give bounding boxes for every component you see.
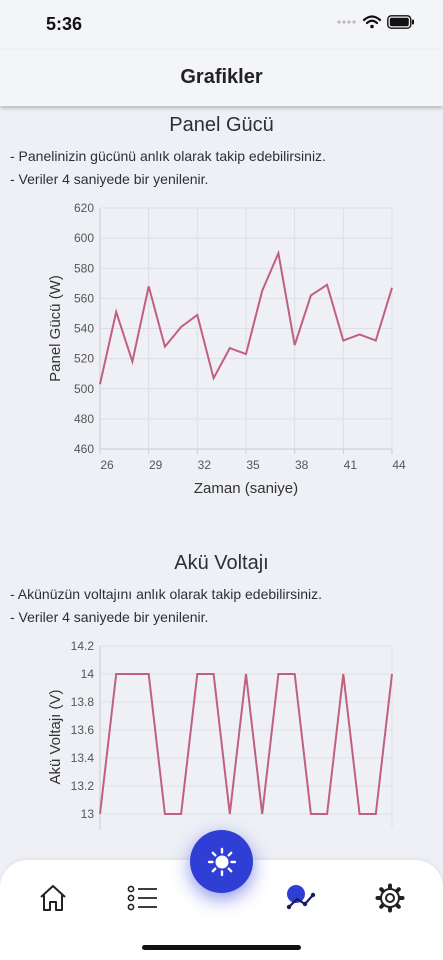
y-tick-label: 460 xyxy=(74,442,94,456)
x-axis-title: Zaman (saniye) xyxy=(194,480,298,497)
charts-content[interactable]: Panel Gücü - Panelinizin gücünü anlık ol… xyxy=(0,106,443,830)
y-tick-label: 520 xyxy=(74,352,94,366)
nav-header: Grafikler xyxy=(0,50,443,106)
panel-power-desc-2: - Veriler 4 saniyede bir yenilenir. xyxy=(10,171,209,187)
y-tick-label: 14.2 xyxy=(71,639,95,653)
battery-voltage-desc-2: - Veriler 4 saniyede bir yenilenir. xyxy=(10,609,209,625)
y-tick-label: 13.4 xyxy=(71,751,95,765)
tab-home[interactable] xyxy=(31,876,75,920)
y-tick-label: 14 xyxy=(81,667,95,681)
y-tick-label: 500 xyxy=(74,382,94,396)
tab-list[interactable] xyxy=(121,876,165,920)
status-icons xyxy=(337,15,415,29)
y-tick-label: 13.8 xyxy=(71,695,95,709)
x-tick-label: 35 xyxy=(246,458,260,472)
chart-icon xyxy=(286,885,316,910)
solar-fab-button[interactable] xyxy=(190,830,253,893)
series-line xyxy=(99,673,393,815)
panel-power-title: Panel Gücü xyxy=(169,114,274,136)
sun-icon xyxy=(207,847,236,876)
y-tick-label: 13.2 xyxy=(71,779,95,793)
x-tick-label: 32 xyxy=(198,458,212,472)
x-tick-label: 29 xyxy=(149,458,163,472)
status-bar: 5:36 xyxy=(0,0,443,50)
gear-icon xyxy=(375,883,405,913)
tab-settings[interactable] xyxy=(368,876,412,920)
battery-voltage-desc-1: - Akünüzün voltajını anlık olarak takip … xyxy=(10,586,323,602)
battery-icon xyxy=(387,15,414,29)
page-title: Grafikler xyxy=(180,66,263,88)
panel-power-chart: 460 480 500 520 540 560 580 600 620 26 29 32 35 38 41 4… xyxy=(47,201,406,497)
x-tick-label: 26 xyxy=(100,458,114,472)
y-axis-title: Panel Gücü (W) xyxy=(47,275,64,382)
list-icon xyxy=(127,885,157,911)
y-tick-label: 13.6 xyxy=(71,723,95,737)
panel-power-desc-1: - Panelinizin gücünü anlık olarak takip … xyxy=(10,148,326,164)
x-tick-label: 38 xyxy=(295,458,309,472)
home-indicator xyxy=(142,945,301,950)
tab-charts[interactable] xyxy=(277,876,321,920)
x-tick-label: 44 xyxy=(392,458,406,472)
y-tick-label: 540 xyxy=(74,322,94,336)
y-tick-label: 580 xyxy=(74,261,94,275)
y-tick-label: 600 xyxy=(74,231,94,245)
battery-voltage-chart: 13 13.2 13.4 13.6 13.8 14 14.2 Akü Voltajı (V) xyxy=(47,639,393,830)
y-tick-label: 480 xyxy=(74,412,94,426)
y-axis-title: Akü Voltajı (V) xyxy=(47,689,64,784)
y-tick-label: 13 xyxy=(81,807,95,821)
home-icon xyxy=(40,885,66,911)
battery-voltage-title: Akü Voltajı xyxy=(174,552,269,574)
y-tick-label: 560 xyxy=(74,291,94,305)
wifi-icon xyxy=(363,15,381,29)
x-tick-label: 41 xyxy=(344,458,358,472)
status-time: 5:36 xyxy=(46,14,83,34)
cellular-signal-icon xyxy=(337,20,356,24)
series-line xyxy=(99,249,393,385)
y-tick-label: 620 xyxy=(74,201,94,215)
